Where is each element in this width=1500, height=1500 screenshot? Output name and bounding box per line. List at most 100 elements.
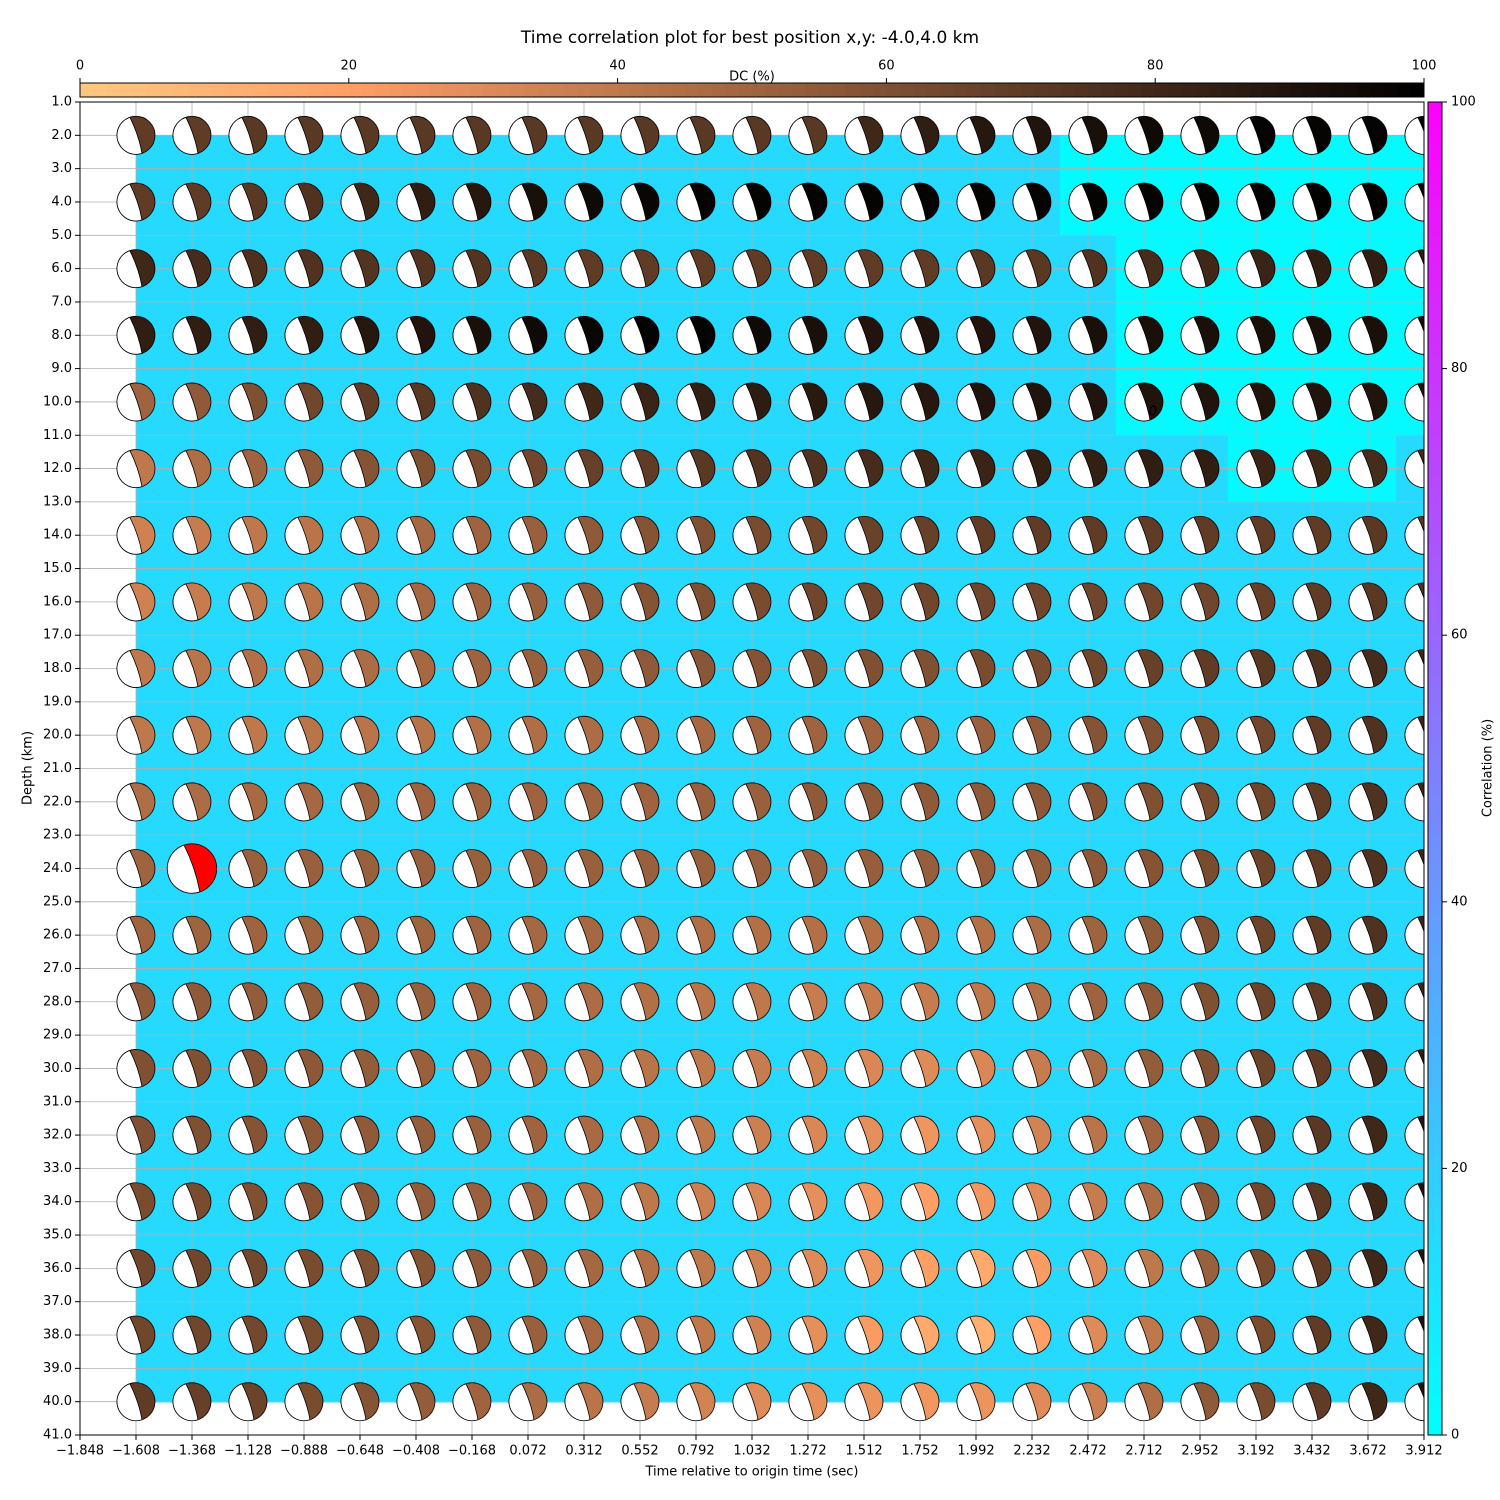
- beachball: [1236, 849, 1276, 888]
- beachball: [1236, 1182, 1276, 1222]
- beachball-dilatation: [284, 583, 311, 622]
- x-tick-label: 0.792: [677, 1444, 714, 1459]
- beachball-dilatation: [508, 1249, 535, 1288]
- beachball-dilatation: [620, 316, 647, 355]
- beachball-dilatation: [788, 850, 815, 888]
- beachball-dilatation: [956, 583, 983, 622]
- corr-colorbar-segment: [1428, 448, 1442, 463]
- beachball-dilatation: [1180, 250, 1207, 288]
- y-tick-label: 26.0: [43, 928, 72, 943]
- beachball-dilatation: [116, 650, 143, 688]
- beachball-dilatation: [956, 650, 983, 688]
- beachball-dilatation: [508, 583, 535, 622]
- beachball: [732, 982, 772, 1022]
- beachball-dilatation: [1236, 650, 1263, 688]
- beachball: [1348, 515, 1388, 555]
- beachball-dilatation: [1348, 650, 1375, 688]
- beachball-dilatation: [284, 183, 311, 222]
- corr-colorbar-segment: [1428, 1381, 1442, 1396]
- corr-colorbar-segment: [1428, 821, 1442, 836]
- dc-colorbar-segment: [1114, 83, 1129, 97]
- beachball: [1012, 182, 1052, 222]
- beachball: [1068, 449, 1108, 488]
- beachball: [1180, 115, 1220, 155]
- beachball: [1180, 515, 1220, 555]
- beachball-dilatation: [228, 983, 255, 1022]
- beachball-dilatation: [732, 516, 759, 555]
- beachball-dilatation: [284, 116, 311, 155]
- beachball-dilatation: [508, 650, 535, 688]
- beachball-dilatation: [452, 116, 479, 155]
- dc-colorbar-segment: [241, 83, 256, 97]
- beachball: [788, 1049, 828, 1088]
- beachball: [1068, 1248, 1108, 1288]
- beachball: [564, 1315, 604, 1355]
- dc-colorbar-segment: [926, 83, 941, 97]
- beachball-dilatation: [172, 1249, 199, 1288]
- beachball: [676, 449, 716, 488]
- beachball-dilatation: [396, 116, 423, 155]
- dc-colorbar-segment: [1276, 83, 1291, 97]
- beachball: [1404, 982, 1424, 1022]
- beachball-dilatation: [508, 250, 535, 289]
- beachball: [452, 382, 492, 422]
- beachball-dilatation: [172, 383, 199, 422]
- beachball-dilatation: [1404, 1183, 1424, 1222]
- dc-colorbar-segment: [147, 83, 162, 97]
- beachball-dilatation: [396, 450, 423, 488]
- beachball-dilatation: [1348, 1183, 1375, 1222]
- beachball-dilatation: [1124, 583, 1151, 622]
- beachball-dilatation: [1236, 783, 1263, 822]
- corr-colorbar-segment: [1428, 1168, 1442, 1183]
- beachball-dilatation: [1236, 250, 1263, 288]
- beachball: [1236, 115, 1276, 155]
- beachball: [1404, 315, 1424, 355]
- beachball: [452, 982, 492, 1022]
- beachball: [956, 249, 996, 289]
- beachball-dilatation: [340, 516, 367, 555]
- dc-colorbar-segment: [1020, 83, 1035, 97]
- beachball: [564, 315, 604, 355]
- beachball-dilatation: [788, 983, 815, 1022]
- x-tick-label: 3.192: [1237, 1444, 1274, 1459]
- beachball-dilatation: [508, 316, 535, 355]
- beachball: [956, 315, 996, 355]
- x-axis-label: Time relative to origin time (sec): [644, 1465, 858, 1480]
- dc-colorbar-segment: [1141, 83, 1156, 97]
- beachball-dilatation: [228, 450, 255, 488]
- beachball-dilatation: [340, 450, 367, 488]
- beachball-dilatation: [340, 116, 367, 155]
- beachball-dilatation: [340, 983, 367, 1022]
- beachball-dilatation: [340, 1383, 367, 1422]
- beachball: [1404, 582, 1424, 622]
- beachball: [844, 849, 884, 888]
- dc-colorbar-segment: [1047, 83, 1062, 97]
- beachball: [284, 515, 324, 555]
- beachball-dilatation: [620, 916, 647, 955]
- beachball: [340, 649, 380, 688]
- dc-colorbar-segment: [510, 83, 525, 97]
- beachball-dilatation: [1404, 583, 1424, 622]
- dc-colorbar-segment: [496, 83, 511, 97]
- beachball: [172, 449, 212, 488]
- beachball-dilatation: [116, 1116, 143, 1155]
- dc-colorbar-segment: [1235, 83, 1250, 97]
- beachball: [1348, 182, 1388, 222]
- dc-colorbar-segment: [1370, 83, 1385, 97]
- beachball: [788, 182, 828, 222]
- beachball: [508, 182, 548, 222]
- beachball: [508, 582, 548, 622]
- beachball-dilatation: [956, 1316, 983, 1355]
- beachball-dilatation: [956, 1183, 983, 1222]
- corr-colorbar-segment: [1428, 208, 1442, 223]
- beachball-dilatation: [1124, 983, 1151, 1022]
- beachball-dilatation: [676, 1183, 703, 1222]
- beachball: [900, 1115, 940, 1155]
- beachball: [1068, 249, 1108, 289]
- beachball: [396, 849, 436, 888]
- beachball-dilatation: [1012, 583, 1039, 622]
- beachball: [564, 1248, 604, 1288]
- beachball: [228, 582, 268, 622]
- dc-colorbar-segment: [698, 83, 713, 97]
- beachball-dilatation: [116, 983, 143, 1022]
